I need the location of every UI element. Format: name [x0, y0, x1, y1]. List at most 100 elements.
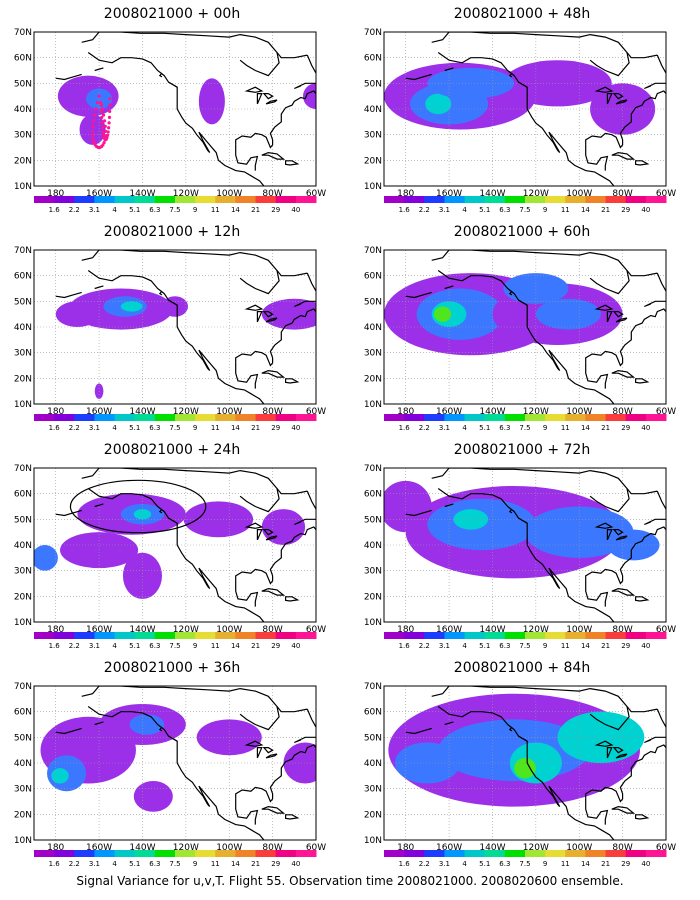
colorbar-swatch	[464, 414, 486, 421]
island-outline	[405, 291, 432, 299]
coastline	[294, 490, 316, 526]
variance-contour	[514, 757, 536, 779]
lat-tick-label: 30N	[364, 785, 382, 795]
flight-track-point	[91, 119, 96, 123]
colorbar-swatch	[175, 196, 196, 203]
colorbar-swatch	[504, 850, 526, 857]
colorbar-swatch	[34, 414, 55, 421]
colorbar-swatch	[605, 850, 627, 857]
colorbar-swatch	[195, 414, 216, 421]
variance-contour	[427, 67, 515, 99]
coastline	[87, 52, 265, 186]
island-outline	[518, 81, 528, 88]
colorbar-swatch	[134, 850, 156, 857]
lon-tick-label: 140W	[129, 625, 155, 635]
coastline	[285, 160, 300, 166]
colorbar-swatch	[94, 196, 116, 203]
lon-tick-label: 160W	[436, 843, 462, 853]
island-outline	[518, 299, 528, 306]
island-outline	[168, 299, 178, 306]
colorbar-36h: 1.6 2.2 3.1 4 5.1 6.3 7.5 9 11 14 21 29 40	[34, 850, 317, 868]
lake-outline	[606, 311, 613, 323]
variance-contour	[453, 509, 489, 530]
variance-contour	[535, 298, 601, 330]
colorbar-label: 3.1	[439, 860, 450, 868]
lake-outline	[594, 86, 614, 93]
lon-tick-label: 120W	[523, 625, 549, 635]
variance-contour	[129, 714, 165, 735]
colorbar-swatch	[565, 632, 586, 639]
panel-12h: 2008021000 + 12h 10N 20N 30N 40N 50N 60N 70N 18…	[14, 224, 326, 432]
coastline	[611, 151, 636, 160]
map-border	[383, 467, 667, 623]
variance-contour	[198, 78, 225, 125]
colorbar-swatch	[275, 850, 297, 857]
lon-tick-label: 100W	[216, 189, 242, 199]
colorbar-swatch	[464, 850, 486, 857]
lat-tick-label: 20N	[364, 156, 382, 166]
colorbar-label: 14	[231, 642, 240, 650]
colorbar-label: 14	[581, 860, 590, 868]
coastline	[239, 706, 280, 731]
lake-outline	[615, 317, 628, 323]
colorbar-swatch	[235, 196, 257, 203]
colorbar-swatch	[154, 414, 176, 421]
flight-track-point	[101, 130, 105, 134]
panel-84h: 2008021000 + 84h 10N 20N 30N 40N 50N 60N 70N 18…	[364, 660, 676, 868]
colorbar-label: 5.1	[129, 642, 140, 650]
map-72h: 10N 20N 30N 40N 50N 60N 70N 180 160W 140W 120W 100W…	[364, 464, 676, 635]
colorbar-label: 21	[251, 642, 260, 650]
colorbar-label: 2.2	[69, 860, 80, 868]
colorbar-label: 9	[543, 206, 547, 214]
colorbar-swatch	[605, 632, 627, 639]
island-outline	[405, 73, 432, 81]
colorbar-label: 1.6	[49, 860, 61, 868]
flight-track-point	[102, 119, 107, 123]
panel-title: 2008021000 + 24h	[103, 442, 241, 458]
colorbar-label: 9	[193, 206, 197, 214]
variance-contour	[283, 742, 316, 784]
lon-tick-label: 180	[397, 407, 414, 417]
colorbar-label: 1.6	[399, 206, 411, 214]
colorbar-label: 40	[641, 642, 650, 650]
island-outline	[508, 72, 513, 78]
lon-tick-label: 120W	[173, 843, 199, 853]
lake-outline	[244, 522, 264, 529]
island-outline	[94, 285, 104, 290]
lat-tick-label: 30N	[364, 131, 382, 141]
colorbar-swatch	[295, 196, 317, 203]
colorbar-swatch	[484, 196, 506, 203]
lat-tick-label: 60N	[364, 272, 382, 282]
colorbar-swatch	[195, 850, 216, 857]
colorbar-swatch	[195, 196, 216, 203]
variance-contour	[433, 306, 452, 322]
map-border	[33, 31, 317, 187]
lat-tick-label: 70N	[14, 682, 32, 692]
lake-outline	[615, 753, 628, 759]
lat-tick-label: 70N	[364, 246, 382, 256]
lake-outline	[244, 304, 264, 311]
lon-tick-label: 140W	[129, 407, 155, 417]
island-outline	[405, 509, 432, 517]
colorbar-label: 11	[561, 642, 570, 650]
lat-tick-label: 40N	[14, 105, 32, 115]
colorbar-label: 29	[271, 860, 280, 868]
lat-tick-label: 70N	[14, 28, 32, 38]
variance-contour	[133, 780, 173, 812]
coastline	[235, 144, 259, 171]
lon-tick-label: 100W	[216, 843, 242, 853]
lat-tick-label: 10N	[364, 618, 382, 628]
colorbar-swatch	[545, 632, 566, 639]
colorbar-label: 7.5	[519, 860, 530, 868]
island-outline	[55, 509, 82, 517]
map-content	[34, 468, 316, 622]
figure-caption: Signal Variance for u,v,T. Flight 55. Ob…	[76, 874, 624, 888]
variance-contour	[161, 296, 189, 317]
colorbar-label: 14	[581, 206, 590, 214]
colorbar-swatch	[74, 632, 95, 639]
map-36h: 10N 20N 30N 40N 50N 60N 70N 180 160W 140W 120W 100W…	[14, 682, 326, 853]
colorbar-swatch	[215, 850, 236, 857]
lat-tick-label: 50N	[364, 515, 382, 525]
island-outline	[55, 291, 82, 299]
flight-track-point	[100, 107, 104, 111]
